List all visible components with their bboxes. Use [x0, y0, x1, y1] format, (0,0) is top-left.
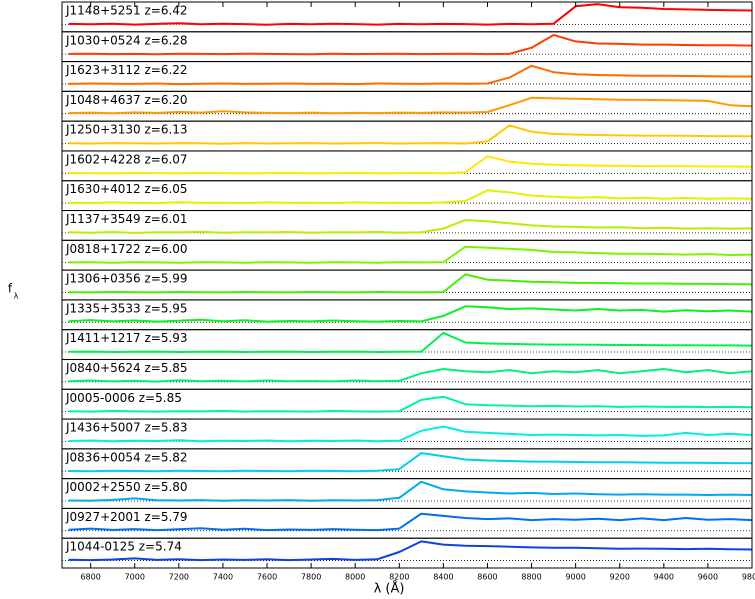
- spectrum-line: [68, 305, 753, 323]
- panel-label: J1335+3533 z=5.95: [65, 301, 188, 315]
- x-tick-label: 6800: [80, 573, 100, 582]
- panel-label: J0927+2001 z=5.79: [65, 510, 188, 524]
- panel-label: J0005-0006 z=5.85: [65, 391, 182, 405]
- panel-label: J1602+4228 z=6.07: [65, 152, 188, 166]
- spectrum-line: [68, 425, 753, 443]
- y-axis-label: f: [8, 282, 13, 296]
- spectrum-line: [68, 452, 752, 473]
- panel-label: J1044-0125 z=5.74: [65, 540, 182, 554]
- panel-label: J0002+2550 z=5.80: [65, 480, 188, 494]
- panel-label: J1411+1217 z=5.93: [65, 331, 188, 345]
- x-tick-label: 8400: [433, 573, 453, 582]
- spectrum-line: [68, 34, 753, 56]
- spectrum-line: [68, 331, 753, 353]
- x-tick-label: 7000: [125, 573, 145, 582]
- spectrum-line: [68, 155, 753, 175]
- spectrum-line: [68, 512, 753, 532]
- x-tick-label: 7200: [169, 573, 189, 582]
- spectrum-line: [68, 273, 753, 294]
- spectrum-line: [68, 245, 753, 264]
- x-tick-label: 7600: [257, 573, 277, 582]
- spectrum-line: [68, 480, 753, 502]
- panel-label: J1048+4637 z=6.20: [65, 93, 188, 107]
- spectrum-line: [68, 368, 753, 383]
- x-tick-label: 8000: [345, 573, 365, 582]
- spectrum-line: [68, 395, 753, 413]
- panel-label: J1623+3112 z=6.22: [65, 63, 188, 77]
- spectrum-line: [68, 219, 753, 234]
- spectrum-line: [68, 124, 753, 145]
- x-tick-label: 9200: [610, 573, 630, 582]
- panel-label: J1137+3549 z=6.01: [65, 212, 188, 226]
- panel-label: J1630+4012 z=6.05: [65, 182, 188, 196]
- panel-label: J1250+3130 z=6.13: [65, 123, 188, 137]
- x-tick-label: 8800: [521, 573, 541, 582]
- x-tick-label: 7800: [301, 573, 321, 582]
- panel-label: J1030+0524 z=6.28: [65, 33, 188, 47]
- x-tick-label: 9000: [565, 573, 585, 582]
- spectrum-line: [68, 96, 753, 115]
- x-tick-label: 9600: [698, 573, 718, 582]
- x-tick-label: 7400: [213, 573, 233, 582]
- spectrum-line: [68, 64, 752, 86]
- spectrum-line: [68, 3, 753, 26]
- panel-label: J0836+0054 z=5.82: [65, 450, 188, 464]
- panel-label: J0840+5624 z=5.85: [65, 361, 188, 375]
- panel-label: J1148+5251 z=6.42: [65, 4, 188, 18]
- spectrum-line: [68, 540, 753, 562]
- x-tick-label: 8600: [477, 573, 497, 582]
- x-tick-label: 8200: [389, 573, 409, 582]
- x-tick-label: 9400: [654, 573, 674, 582]
- panel-label: J0818+1722 z=6.00: [65, 242, 188, 256]
- x-axis-label: λ (Å): [374, 581, 405, 597]
- x-tick-label: 9800: [742, 573, 755, 582]
- panel-label: J1436+5007 z=5.83: [65, 421, 188, 435]
- panel-frame: [61, 537, 753, 569]
- spectrum-line: [68, 189, 753, 205]
- panel-label: J1306+0356 z=5.99: [65, 272, 188, 286]
- y-axis-label-sub: λ: [14, 292, 19, 301]
